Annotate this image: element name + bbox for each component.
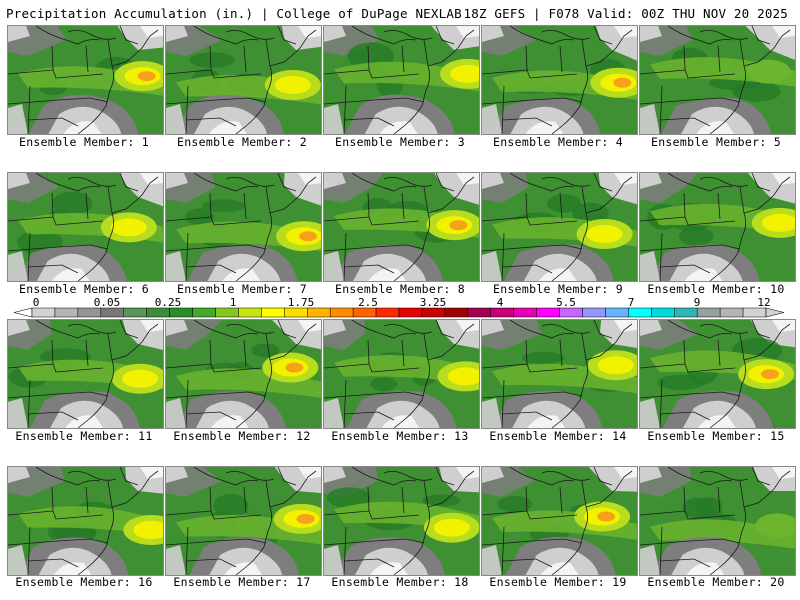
ensemble-member-label: Ensemble Member: 11	[15, 429, 153, 443]
colorbar-swatch	[513, 307, 537, 318]
colorbar-swatch	[398, 307, 423, 318]
ensemble-map-panel	[639, 25, 796, 135]
colorbar-swatch	[696, 307, 721, 318]
colorbar-swatch	[261, 307, 285, 318]
ensemble-member-label: Ensemble Member: 16	[15, 575, 153, 589]
colorbar-swatch	[31, 307, 56, 318]
colorbar-tick-label: 4	[496, 296, 504, 309]
colorbar-min-arrow	[13, 307, 33, 318]
ensemble-member-label: Ensemble Member: 6	[18, 282, 150, 296]
colorbar-swatch	[329, 307, 354, 318]
colorbar-swatch	[628, 307, 652, 318]
ensemble-map-panel	[481, 319, 638, 429]
ensemble-member-label: Ensemble Member: 2	[176, 135, 308, 149]
ensemble-member-label: Ensemble Member: 12	[173, 429, 311, 443]
ensemble-map-panel	[165, 25, 322, 135]
colorbar-swatch	[77, 307, 102, 318]
colorbar-swatch	[651, 307, 675, 318]
ensemble-member-label: Ensemble Member: 1	[18, 135, 150, 149]
colorbar-swatch	[674, 307, 698, 318]
header-title-left: Precipitation Accumulation (in.) | Colle…	[6, 6, 462, 21]
ensemble-map-panel	[165, 172, 322, 282]
colorbar-swatch	[444, 307, 469, 318]
colorbar-max-arrow	[765, 307, 785, 318]
header-title-right: 18Z GEFS | F078 Valid: 00Z THU NOV 20 20…	[463, 6, 788, 21]
colorbar-swatch	[215, 307, 239, 318]
ensemble-member-label: Ensemble Member: 14	[489, 429, 627, 443]
colorbar-tick-label: 7	[627, 296, 635, 309]
ensemble-map-panel	[323, 172, 480, 282]
ensemble-member-label: Ensemble Member: 15	[647, 429, 785, 443]
ensemble-member-label: Ensemble Member: 8	[334, 282, 466, 296]
colorbar-tick-label: 2.5	[358, 296, 378, 309]
ensemble-member-label: Ensemble Member: 3	[334, 135, 466, 149]
colorbar-swatch	[238, 307, 262, 318]
colorbar-tick-label: 9	[693, 296, 701, 309]
colorbar-tick-label: 3.25	[419, 296, 447, 309]
ensemble-member-label: Ensemble Member: 13	[331, 429, 469, 443]
colorbar-tick-label: 0.05	[93, 296, 121, 309]
colorbar-swatch	[169, 307, 193, 318]
ensemble-map-panel	[323, 25, 480, 135]
colorbar-swatch	[605, 307, 629, 318]
ensemble-member-label: Ensemble Member: 4	[492, 135, 624, 149]
colorbar-swatch	[536, 307, 560, 318]
colorbar-swatch	[719, 307, 744, 318]
colorbar-swatch	[146, 307, 170, 318]
colorbar-swatch	[559, 307, 583, 318]
ensemble-member-label: Ensemble Member: 7	[176, 282, 308, 296]
colorbar-swatch	[490, 307, 514, 318]
ensemble-member-label: Ensemble Member: 17	[173, 575, 311, 589]
ensemble-map-panel	[481, 466, 638, 576]
colorbar-swatch	[582, 307, 606, 318]
ensemble-map-panel	[7, 25, 164, 135]
colorbar-swatch	[467, 307, 491, 318]
colorbar-tick-label: 0	[32, 296, 40, 309]
colorbar-swatch	[421, 307, 446, 318]
colorbar-swatch	[375, 307, 400, 318]
ensemble-map-panel	[323, 319, 480, 429]
ensemble-map-panel	[165, 466, 322, 576]
ensemble-map-panel	[481, 25, 638, 135]
colorbar-swatch	[100, 307, 124, 318]
colorbar-tick-label: 1	[229, 296, 237, 309]
colorbar-tick-label: 5.5	[556, 296, 576, 309]
ensemble-member-label: Ensemble Member: 10	[647, 282, 785, 296]
colorbar-swatch	[54, 307, 79, 318]
colorbar-tick-label: 12	[757, 296, 771, 309]
ensemble-member-label: Ensemble Member: 5	[650, 135, 782, 149]
ensemble-member-label: Ensemble Member: 20	[647, 575, 785, 589]
ensemble-member-label: Ensemble Member: 19	[489, 575, 627, 589]
colorbar-swatch	[352, 307, 377, 318]
colorbar-swatch	[192, 307, 216, 318]
ensemble-map-panel	[7, 319, 164, 429]
colorbar-tick-label: 0.25	[154, 296, 182, 309]
ensemble-map-panel	[323, 466, 480, 576]
colorbar-swatch	[742, 307, 767, 318]
ensemble-map-panel	[481, 172, 638, 282]
ensemble-map-panel	[639, 172, 796, 282]
ensemble-map-panel	[7, 466, 164, 576]
ensemble-map-panel	[639, 466, 796, 576]
colorbar-tick-label: 1.75	[287, 296, 315, 309]
colorbar-swatch	[123, 307, 147, 318]
colorbar-swatch	[307, 307, 331, 318]
ensemble-map-panel	[7, 172, 164, 282]
ensemble-map-panel	[165, 319, 322, 429]
ensemble-member-label: Ensemble Member: 9	[492, 282, 624, 296]
colorbar-swatch	[284, 307, 308, 318]
ensemble-map-panel	[639, 319, 796, 429]
ensemble-member-label: Ensemble Member: 18	[331, 575, 469, 589]
